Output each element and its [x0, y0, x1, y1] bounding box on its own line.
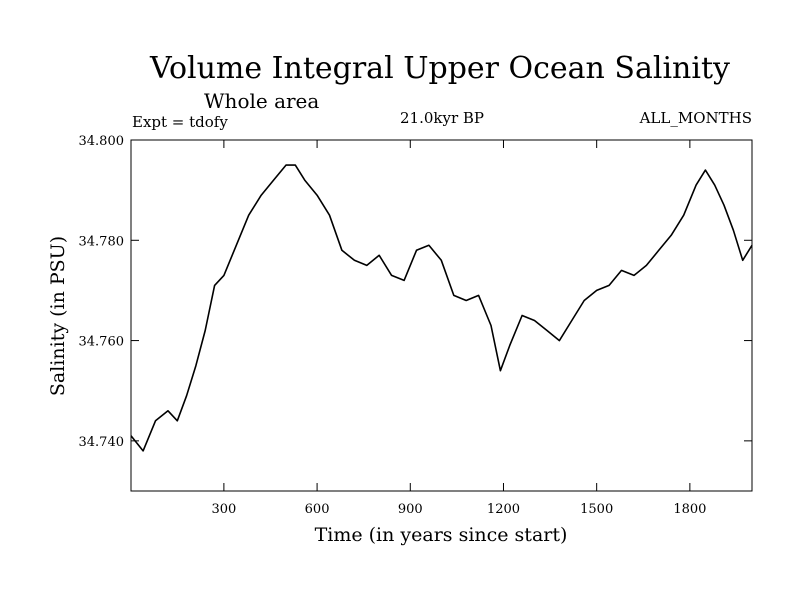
x-tick-label: 1800 [673, 502, 706, 517]
y-tick-label: 34.780 [79, 234, 125, 249]
y-axis-label: Salinity (in PSU) [47, 236, 69, 396]
x-tick-label: 1500 [580, 502, 613, 517]
x-tick-label: 1200 [487, 502, 520, 517]
x-axis-ticks: 300 600 900 1200 1500 1800 [211, 140, 706, 517]
y-tick-label: 34.740 [79, 435, 125, 450]
annotation-center: 21.0kyr BP [400, 109, 484, 127]
x-tick-label: 900 [398, 502, 423, 517]
plot-frame [130, 139, 753, 492]
chart-title: Volume Integral Upper Ocean Salinity [149, 51, 730, 86]
x-tick-label: 600 [305, 502, 330, 517]
x-tick-label: 300 [211, 502, 236, 517]
salinity-series-line [130, 164, 753, 452]
y-tick-label: 34.800 [79, 134, 125, 149]
chart-subtitle: Whole area [204, 89, 319, 113]
annotation-right: ALL_MONTHS [639, 109, 752, 127]
y-axis-ticks: 34.740 34.760 34.780 34.800 [79, 134, 752, 450]
x-axis-label: Time (in years since start) [315, 524, 568, 546]
annotation-left: Expt = tdofy [132, 113, 228, 131]
y-tick-label: 34.760 [79, 335, 125, 350]
